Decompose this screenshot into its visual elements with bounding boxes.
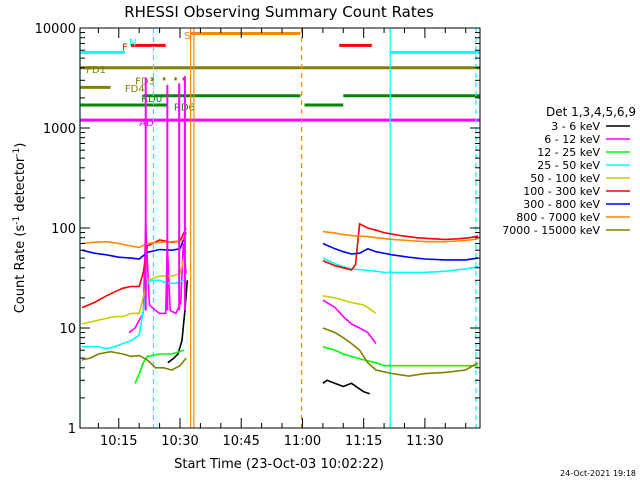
legend-label-3: 25 - 50 keV: [537, 159, 600, 172]
x-tick-label-4: 11:15: [345, 434, 382, 449]
y-tick-label-0: 1: [68, 422, 76, 437]
flag-label-f: F: [122, 43, 128, 54]
legend-label-4: 50 - 100 keV: [530, 172, 600, 185]
series-line-4: [81, 249, 377, 325]
series-lines: [81, 76, 479, 395]
legend-label-2: 12 - 25 keV: [537, 146, 600, 159]
series-line-2: [134, 345, 478, 384]
y-axis-label-end: ): [13, 143, 28, 148]
legend-label-8: 7000 - 15000 keV: [502, 224, 600, 237]
flag-label-fd1: FD1: [86, 65, 106, 76]
legend-label-7: 800 - 7000 keV: [516, 211, 600, 224]
series-line-7: [81, 230, 479, 249]
x-axis-label: Start Time (23-Oct-03 10:02:22): [174, 457, 384, 472]
x-tick-label-0: 10:15: [100, 434, 137, 449]
legend-label-6: 300 - 800 keV: [523, 198, 600, 211]
footer-timestamp: 24-Oct-2021 19:18: [560, 469, 636, 478]
flag-label-n: N: [129, 38, 136, 49]
series-line-8: [81, 327, 479, 377]
legend-label-5: 100 - 300 keV: [523, 185, 600, 198]
x-tick-label-5: 11:30: [406, 434, 443, 449]
y-axis-label: Count Rate (s-1 detector-1): [12, 143, 28, 314]
x-tick-label-2: 10:45: [222, 434, 259, 449]
flag-label-rd0: RD0: [141, 94, 162, 105]
axes: 1 10 100 1000 10000 10:15 10:30 10:45 11:00 11:15…: [35, 22, 481, 449]
y-tick-label-4: 10000: [35, 22, 76, 37]
y-axis-label-main: Count Rate (s: [13, 225, 28, 314]
legend-label-0: 3 - 6 keV: [551, 120, 600, 133]
x-tick-label-3: 11:00: [284, 434, 321, 449]
series-line-6: [81, 232, 479, 261]
y-axis-label-exp2: -1: [12, 148, 22, 157]
flag-label-fd4: FD4: [125, 84, 145, 95]
y-axis-label-exp1: -1: [12, 216, 22, 225]
legend-title: Det 1,3,4,5,6,9: [546, 105, 636, 119]
x-tick-label-1: 10:30: [161, 434, 198, 449]
chart-title: RHESSI Observing Summary Count Rates: [124, 3, 434, 21]
y-tick-label-2: 100: [51, 222, 76, 237]
flag-label-s: S: [184, 31, 190, 42]
y-tick-label-1: 10: [59, 322, 76, 337]
legend-label-1: 6 - 12 keV: [544, 133, 600, 146]
y-tick-label-3: 1000: [43, 122, 76, 137]
y-axis-label-mid: detector: [13, 156, 28, 216]
